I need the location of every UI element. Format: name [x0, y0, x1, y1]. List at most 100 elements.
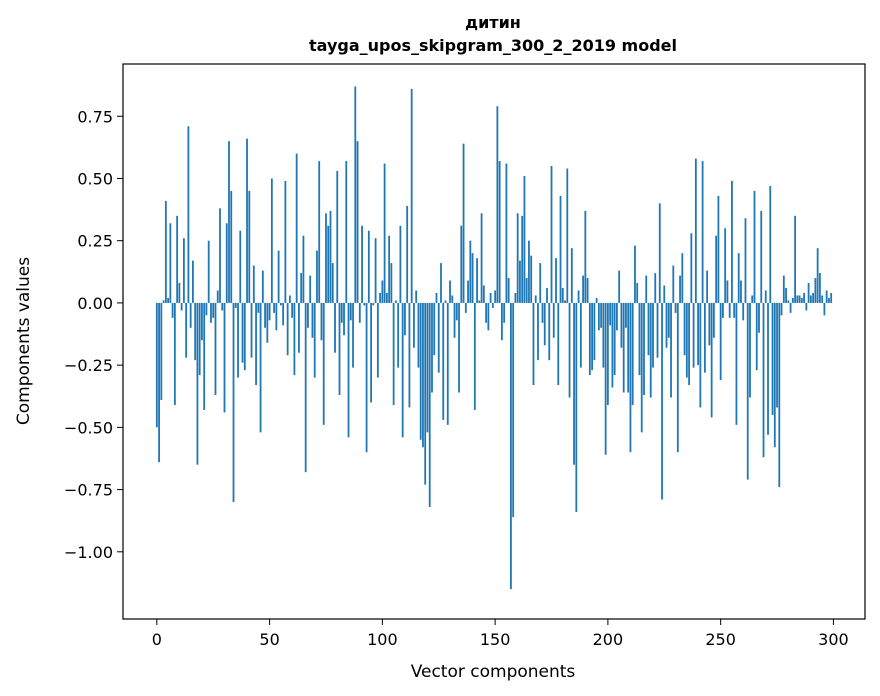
bar	[703, 302, 706, 373]
bar	[559, 195, 562, 303]
bar	[210, 302, 212, 323]
bar	[392, 302, 395, 405]
bar	[446, 302, 449, 425]
bar	[185, 302, 188, 358]
bar	[611, 302, 614, 388]
bar	[758, 302, 760, 333]
x-axis-ticks: 0 50 100 150 200 250 300	[152, 619, 849, 649]
bar	[455, 302, 458, 321]
bar	[316, 250, 318, 303]
y-tick-label: 0.25	[77, 232, 113, 251]
x-tick-label: 100	[367, 630, 398, 649]
bar	[665, 302, 668, 348]
bar	[440, 263, 442, 303]
bar	[259, 302, 262, 433]
bar	[701, 161, 704, 303]
bar	[546, 287, 548, 303]
bar	[510, 302, 512, 590]
bar	[361, 225, 363, 303]
bar	[381, 280, 384, 303]
bar	[347, 302, 350, 438]
bar	[514, 292, 517, 303]
bar	[519, 260, 521, 303]
bar	[528, 240, 530, 303]
bar	[737, 253, 740, 303]
bar	[530, 255, 533, 303]
bar	[270, 178, 273, 303]
bar	[661, 302, 663, 500]
bar	[575, 302, 578, 512]
bar	[516, 213, 519, 303]
bar	[579, 302, 582, 368]
bar	[712, 302, 715, 338]
bar	[203, 302, 206, 410]
bar	[525, 278, 528, 303]
bar	[325, 213, 327, 303]
bar	[282, 302, 285, 326]
bar	[164, 200, 167, 303]
y-axis-ticks: −1.00 −0.75 −0.50 −0.25 0.00 0.25 0.50 0.75	[64, 107, 123, 562]
bar	[370, 302, 372, 403]
bar	[503, 302, 506, 323]
bar	[537, 302, 539, 361]
bar	[284, 180, 287, 303]
bar	[311, 302, 314, 338]
y-tick-label: 0.50	[77, 169, 113, 188]
bar	[257, 302, 260, 313]
bar	[480, 213, 483, 303]
bar	[782, 275, 785, 303]
bar	[424, 302, 427, 485]
bar	[627, 302, 630, 393]
bar	[180, 302, 183, 311]
bar	[609, 302, 612, 326]
bar	[261, 270, 264, 303]
bar	[428, 302, 431, 507]
bar	[300, 273, 303, 303]
bar	[755, 302, 758, 371]
bar	[647, 302, 650, 356]
chart-subtitle: tayga_upos_skipgram_300_2_2019 model	[309, 36, 677, 55]
bar	[176, 215, 179, 303]
bar	[345, 161, 348, 303]
bar	[803, 292, 805, 303]
bar	[800, 297, 803, 303]
bar	[618, 270, 621, 303]
bar	[823, 302, 826, 316]
bar	[162, 300, 165, 303]
bar	[189, 302, 192, 328]
bar	[225, 223, 228, 303]
bar	[816, 248, 819, 303]
bar	[205, 302, 208, 316]
bar	[670, 302, 672, 398]
bar	[394, 300, 397, 303]
bar	[821, 295, 824, 303]
bar	[313, 302, 316, 378]
bar	[638, 302, 641, 376]
bar	[796, 295, 799, 303]
bar	[667, 302, 670, 338]
bar	[275, 302, 278, 331]
bar	[453, 302, 456, 338]
bar	[818, 273, 821, 303]
bar	[219, 208, 221, 303]
x-tick-label: 0	[152, 630, 162, 649]
bar	[413, 302, 415, 348]
bar	[629, 302, 632, 453]
bar	[706, 270, 709, 303]
bar	[354, 86, 357, 303]
bar	[652, 302, 654, 368]
bar	[812, 292, 815, 303]
bar	[500, 302, 503, 341]
bar	[302, 235, 305, 303]
bar	[550, 166, 553, 303]
bar	[422, 302, 424, 448]
bar	[494, 290, 497, 303]
bar	[724, 228, 727, 303]
bar	[622, 302, 625, 393]
bar	[688, 302, 690, 386]
bar	[672, 265, 675, 303]
bar	[322, 302, 325, 425]
y-tick-label: −0.75	[64, 481, 113, 500]
bar	[167, 297, 169, 303]
bar	[399, 225, 402, 303]
